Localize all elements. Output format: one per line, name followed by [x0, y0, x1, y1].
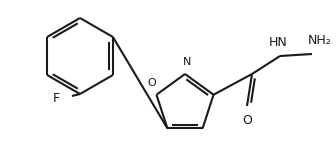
Text: NH₂: NH₂: [308, 34, 332, 47]
Text: F: F: [53, 93, 60, 106]
Text: O: O: [147, 78, 156, 88]
Text: HN: HN: [268, 36, 287, 49]
Text: N: N: [183, 57, 191, 67]
Text: O: O: [242, 114, 252, 127]
